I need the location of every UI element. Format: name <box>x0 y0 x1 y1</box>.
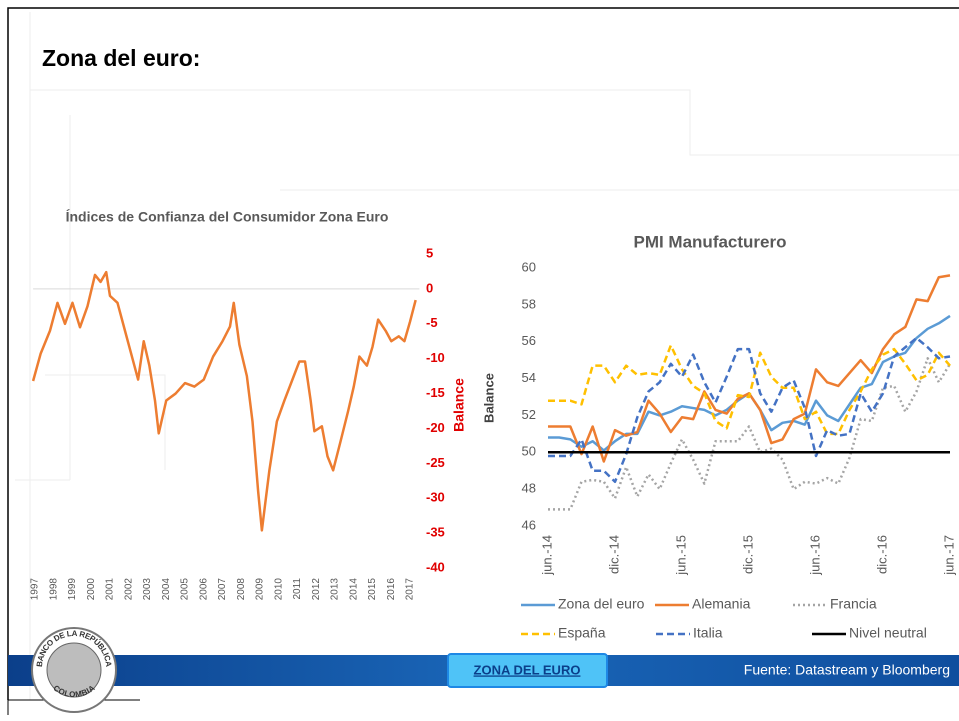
y-tick-label: -20 <box>426 420 445 435</box>
source: Fuente: Datastream y Bloomberg <box>744 662 950 678</box>
y-axis-label: Balance <box>481 373 496 423</box>
y-tick-label: 48 <box>522 481 536 496</box>
frame <box>7 7 959 700</box>
x-tick-label: 2014 <box>348 578 359 601</box>
y-tick-label: 5 <box>426 245 433 260</box>
x-tick-label: 2015 <box>367 578 378 601</box>
x-tick-label: 2007 <box>217 578 228 601</box>
y-tick-label: 56 <box>522 333 536 348</box>
legend-label: Alemania <box>692 596 751 612</box>
logo-face <box>46 642 102 698</box>
y-tick-label: 50 <box>522 444 536 459</box>
y-tick-label: -5 <box>426 315 438 330</box>
x-tick-label: 2000 <box>86 578 97 601</box>
nav-button[interactable] <box>447 653 608 688</box>
x-tick-label: 1997 <box>30 578 41 601</box>
y-tick-label: 52 <box>522 407 536 422</box>
x-tick-label: dic.-14 <box>606 535 621 574</box>
x-tick-label: 2001 <box>105 578 116 601</box>
x-tick-label: 2016 <box>386 578 397 601</box>
x-tick-label: 1998 <box>48 578 59 601</box>
x-tick-label: 2005 <box>180 578 191 601</box>
x-tick-label: jun.-14 <box>539 535 554 576</box>
x-tick-label: 1999 <box>67 578 78 601</box>
x-tick-label: jun.-17 <box>941 535 956 576</box>
x-tick-label: 2002 <box>123 578 134 601</box>
legend-label: Italia <box>693 625 723 641</box>
slide-title: Zona del euro: <box>42 45 200 71</box>
x-tick-label: 2017 <box>405 578 416 601</box>
line-series <box>31 270 417 532</box>
y-tick-label: -25 <box>426 455 445 470</box>
y-tick-label: 54 <box>522 370 536 385</box>
y-tick-label: 46 <box>522 517 536 532</box>
y-tick-label: 60 <box>522 259 536 274</box>
x-tick-label: 2008 <box>236 578 247 601</box>
x-tick-label: 2004 <box>161 578 172 601</box>
legend-label: Zona del euro <box>558 596 645 612</box>
y-tick-label: -35 <box>426 525 445 540</box>
x-tick-label: dic.-16 <box>874 535 889 574</box>
nav-button-label[interactable]: ZONA DEL EURO <box>474 662 581 677</box>
x-tick-label: 2011 <box>292 578 303 600</box>
y-tick-label: 0 <box>426 280 433 295</box>
line-series <box>548 357 952 511</box>
chart-title: PMI Manufacturero <box>633 232 786 251</box>
x-tick-label: 2013 <box>330 578 341 601</box>
x-tick-label: 2012 <box>311 578 322 601</box>
x-tick-label: 2006 <box>198 578 209 601</box>
x-tick-label: 2010 <box>273 578 284 601</box>
chart-title: Índices de Confianza del Consumidor Zona… <box>66 209 389 225</box>
y-tick-label: -30 <box>426 490 445 505</box>
y-tick-label: -40 <box>426 559 445 574</box>
legend-label: Nivel neutral <box>849 625 927 641</box>
y-axis-label: Balance <box>451 378 467 432</box>
decor <box>15 12 959 700</box>
y-tick-label: -10 <box>426 350 445 365</box>
y-tick-label: -15 <box>426 385 445 400</box>
x-tick-label: jun.-16 <box>807 535 822 576</box>
y-tick-label: 58 <box>522 296 536 311</box>
legend-label: Francia <box>830 596 877 612</box>
line-series <box>548 336 951 484</box>
x-tick-label: dic.-15 <box>740 535 755 574</box>
legend-label: España <box>558 625 606 641</box>
x-tick-label: 2009 <box>255 578 266 601</box>
x-tick-label: jun.-15 <box>673 535 688 576</box>
logo: BANCO DE LA REPÚBLICA COLOMBIA <box>31 627 117 713</box>
line-series <box>548 344 951 436</box>
x-tick-label: 2003 <box>142 578 153 601</box>
